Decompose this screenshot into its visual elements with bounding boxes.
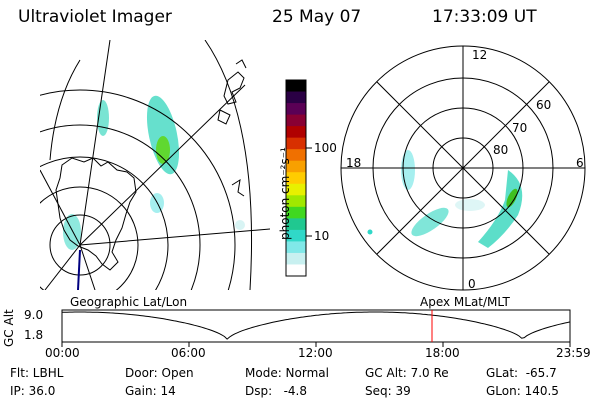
colorbar-tick-10: 10	[314, 229, 330, 243]
colorbar-segment	[286, 80, 306, 93]
colorbar-segment	[286, 137, 306, 150]
time-tick-4: 23:59	[556, 346, 591, 360]
gain-info: Gain: 14	[125, 384, 176, 398]
altitude-curve	[61, 311, 571, 340]
time-tick-3: 18:00	[425, 346, 460, 360]
lat-label-60: 60	[536, 98, 552, 112]
colorbar-segment	[286, 91, 306, 104]
colorbar-segment	[286, 126, 306, 139]
colorbar-segment	[286, 183, 306, 196]
mlt-label-6: 6	[576, 156, 584, 170]
date-label: 25 May 07	[272, 7, 362, 27]
time-tick-1: 06:00	[171, 346, 206, 360]
glat-info: GLat: -65.7	[486, 366, 557, 380]
glon-info: GLon: 140.5	[486, 384, 559, 398]
aurora-emission-polar	[367, 150, 523, 248]
time-label: 17:33:09 UT	[432, 7, 537, 27]
mlt-label-12: 12	[472, 48, 488, 62]
lat-label-80: 80	[493, 143, 509, 157]
colorbar-segment	[286, 149, 306, 162]
timeline-plot	[61, 309, 571, 347]
colorbar-segment	[286, 114, 306, 127]
mlt-label-18: 18	[346, 156, 362, 170]
app-title: Ultraviolet Imager	[18, 7, 172, 27]
lat-label-70: 70	[512, 121, 528, 135]
colorbar-segment	[286, 195, 306, 208]
colorbar-segment	[286, 160, 306, 173]
time-tick-0: 00:00	[45, 346, 80, 360]
colorbar-segment	[286, 172, 306, 185]
gc-alt-info: GC Alt: 7.0 Re	[365, 366, 449, 380]
gc-alt-axis-label: GC Alt	[2, 309, 16, 347]
polar-plot	[340, 45, 586, 291]
door-info: Door: Open	[125, 366, 194, 380]
mode-info: Mode: Normal	[245, 366, 329, 380]
apex-caption: Apex MLat/MLT	[420, 295, 510, 309]
colorbar-tick-100: 100	[314, 141, 337, 155]
colorbar-segment	[286, 252, 306, 265]
colorbar-segment	[286, 229, 306, 242]
filter-info: Flt: LBHL	[10, 366, 64, 380]
mlt-label-0: 0	[468, 277, 476, 291]
colorbar-segment	[286, 218, 306, 231]
alt-tick-high: 9.0	[24, 308, 44, 322]
colorbar	[285, 79, 312, 277]
ip-info: IP: 36.0	[10, 384, 56, 398]
colorbar-segment	[286, 264, 306, 277]
geographic-caption: Geographic Lat/Lon	[70, 295, 188, 309]
dsp-info: Dsp: -4.8	[245, 384, 308, 398]
alt-tick-low: 1.8	[24, 328, 44, 342]
seq-info: Seq: 39	[365, 384, 411, 398]
colorbar-segment	[286, 103, 306, 116]
time-tick-2: 12:00	[298, 346, 333, 360]
colorbar-unit-label: photon cm⁻²s⁻¹	[278, 147, 292, 240]
colorbar-segment	[286, 206, 306, 219]
colorbar-segment	[286, 241, 306, 254]
